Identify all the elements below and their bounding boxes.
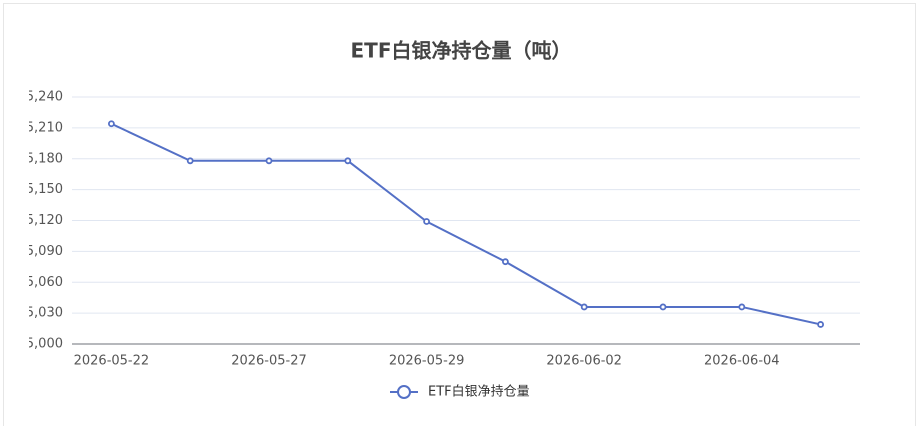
chart-title: ETF白银净持仓量（吨） [351,39,572,63]
y-tick-label: 5,210 [26,120,63,135]
y-tick-label: 5,150 [26,182,63,197]
point [108,120,115,128]
y-tick-label: 5,120 [26,213,63,228]
point [501,258,509,266]
y-tick-label: 5,240 [26,90,63,105]
x-tick-label: 2026-06-04 [704,354,780,369]
point [738,303,746,311]
y-tick-label: 5,000 [26,337,63,352]
y-tick-label: 5,060 [26,275,63,290]
y-tick-label: 5,030 [26,306,63,321]
y-tick-label: 5,180 [26,151,63,166]
point [580,303,588,311]
point [265,157,273,165]
point [817,321,824,328]
x-tick-label: 2026-05-27 [231,354,307,369]
legend-label: ETF白银净持仓量 [428,384,530,400]
y-tick-label: 5,090 [26,244,63,259]
frame [3,3,916,426]
point [423,218,431,225]
x-tick-label: 2026-06-02 [546,354,622,369]
line [110,122,821,326]
point [344,157,352,165]
x-tick-label: 2026-05-22 [74,354,150,369]
point [659,303,667,311]
x-tick-label: 2026-05-29 [389,354,465,369]
point [186,157,194,165]
legend-marker [397,385,411,399]
